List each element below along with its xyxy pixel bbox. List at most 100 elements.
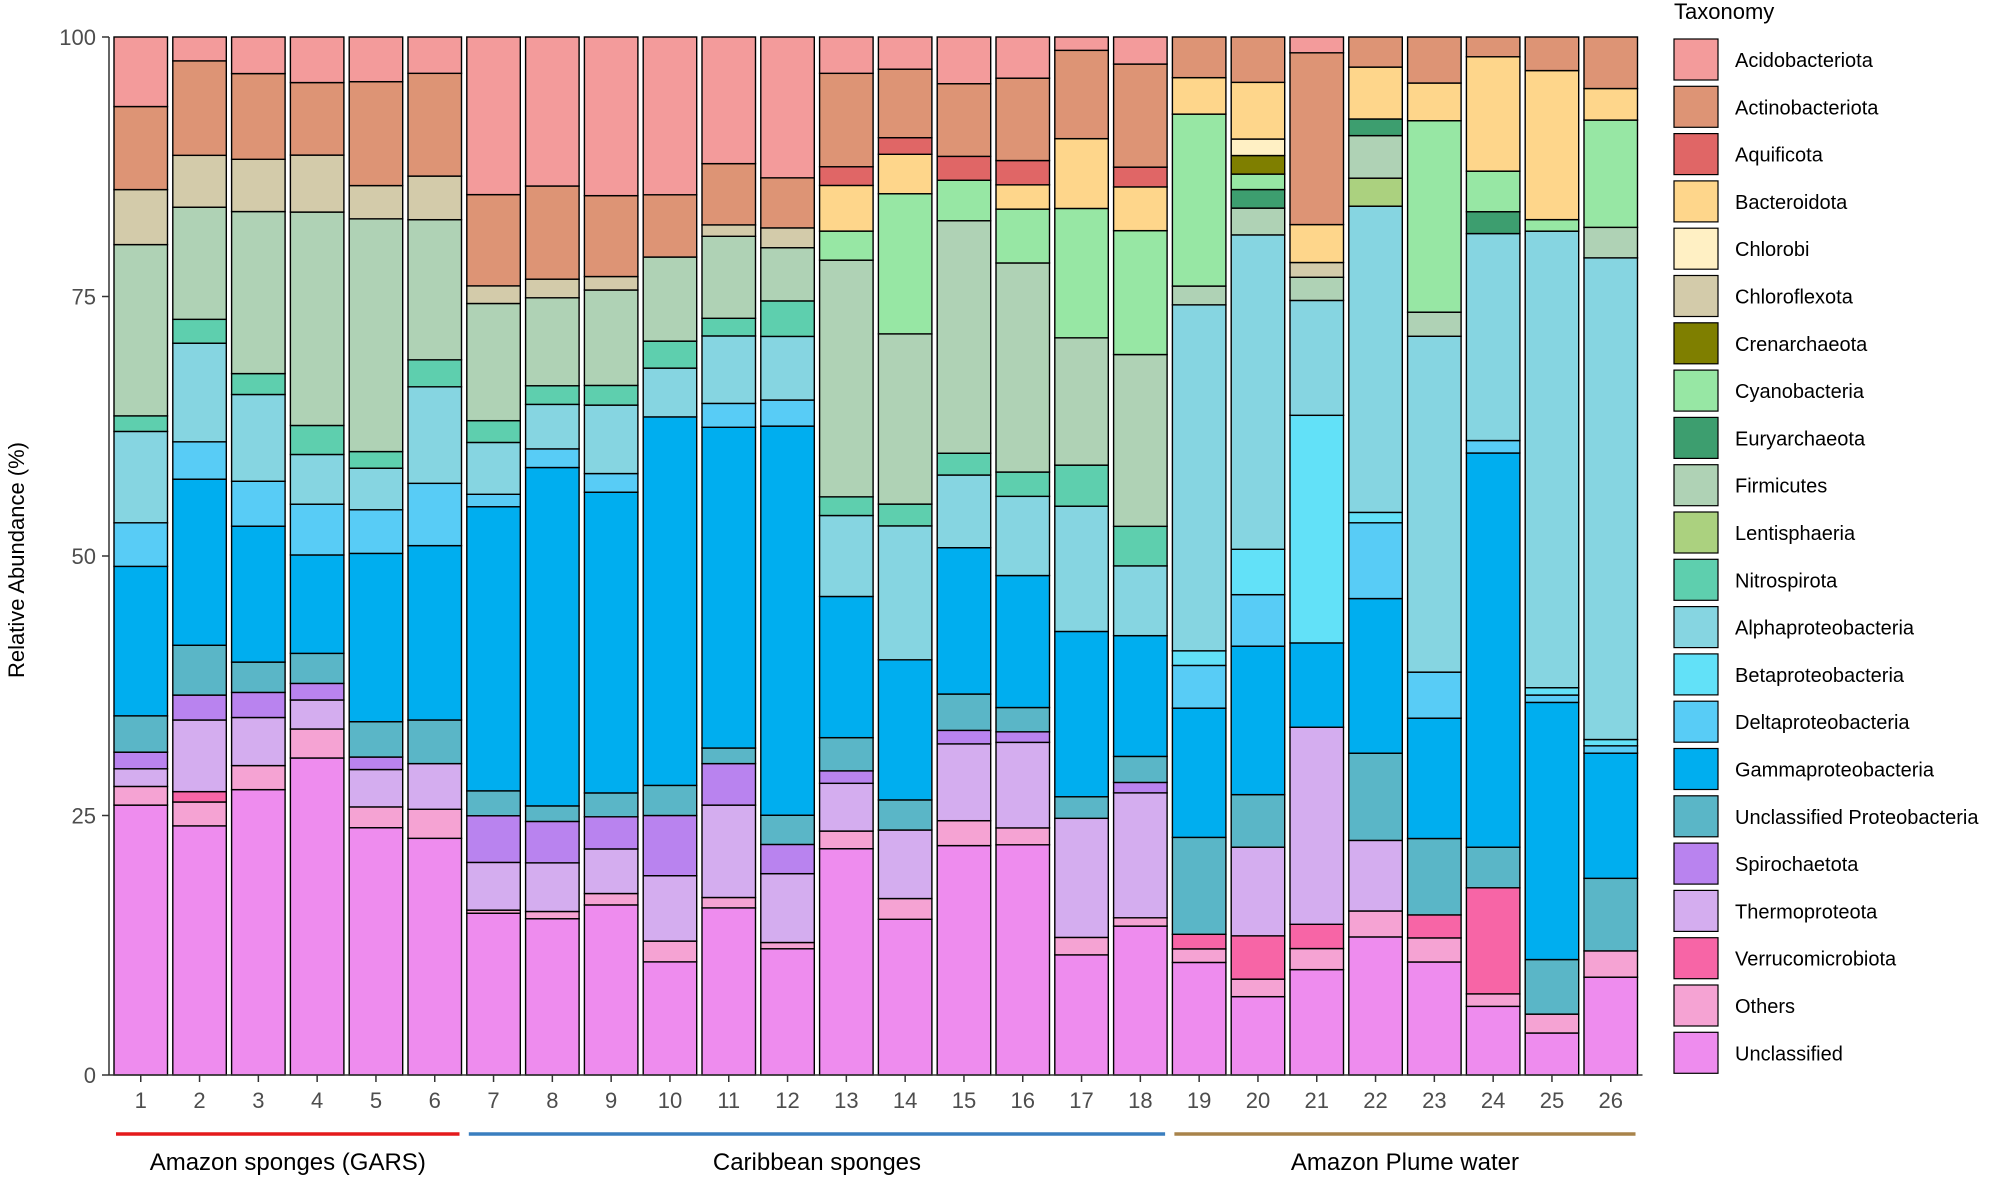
bar-segment-nitrospirota [1054, 464, 1110, 507]
bar-segment-thermoproteota [1054, 817, 1110, 939]
bar-segment-unclassified [995, 844, 1051, 1076]
bar-segment-nitrospirota [289, 424, 345, 456]
bar-segment-chloroflexota [1289, 261, 1345, 278]
bar-segment-thermoproteota [407, 762, 463, 810]
bar-segment-cyanobacteria [1524, 218, 1580, 232]
x-tick-label: 5 [370, 1088, 382, 1113]
bar-segment-cyanobacteria [1583, 119, 1639, 229]
bar-segment-others [1406, 937, 1462, 963]
bar-stack-18 [1112, 36, 1168, 1076]
bar-segment-firmicutes [113, 243, 169, 417]
x-tick-label: 23 [1422, 1088, 1446, 1113]
bar-segment-actinobacteriota [289, 81, 345, 156]
bar-segment-unclassified [936, 844, 992, 1076]
bar-segment-thermoproteota [289, 699, 345, 730]
bar-stack-6 [407, 36, 463, 1076]
bar-segment-actinobacteriota [701, 162, 757, 226]
bar-segment-alphaproteobacteria [1289, 299, 1345, 417]
bar-segment-thermoproteota [818, 782, 874, 832]
legend-label: Gammaproteobacteria [1735, 760, 1935, 782]
bar-segment-gammaproteobacteria [583, 491, 639, 794]
x-tick-label: 8 [546, 1088, 558, 1113]
legend-item-euryarchaeota: Euryarchaeota [1673, 416, 1866, 459]
bar-segment-deltaproteobacteria [1348, 522, 1404, 600]
bar-segment-gammaproteobacteria [1289, 642, 1345, 728]
bar-segment-unclassified-proteobacteria [172, 644, 228, 696]
bar-segment-gammaproteobacteria [407, 544, 463, 721]
bar-segment-actinobacteriota [1348, 36, 1404, 68]
x-tick-label: 21 [1305, 1088, 1329, 1113]
bar-segment-nitrospirota [995, 471, 1051, 498]
bar-segment-deltaproteobacteria [583, 472, 639, 493]
bar-segment-unclassified [818, 848, 874, 1076]
bar-segment-nitrospirota [524, 385, 580, 406]
bar-segment-deltaproteobacteria [1524, 694, 1580, 704]
bar-segment-others [1583, 950, 1639, 978]
bar-segment-firmicutes [760, 247, 815, 302]
bar-segment-nitrospirota [642, 340, 698, 369]
bar-segment-others [583, 892, 639, 906]
bars-layer [113, 36, 1639, 1076]
sample-group: Amazon Plume water [1174, 1132, 1636, 1176]
bar-segment-gammaproteobacteria [230, 525, 286, 663]
bar-segment-acidobacteriota [289, 36, 345, 84]
bar-segment-bacteroidota [1289, 223, 1345, 264]
x-tick-label: 12 [775, 1088, 799, 1113]
legend-item-chloroflexota: Chloroflexota [1673, 274, 1854, 318]
bar-segment-alphaproteobacteria [407, 386, 463, 485]
bar-segment-firmicutes [1230, 207, 1286, 236]
bar-segment-firmicutes [172, 206, 228, 321]
bar-segment-unclassified [1171, 961, 1227, 1076]
x-axis: 1 2 3 4 5 6 7 8 9 10 11 12 13 14 15 16 17 18 19 20 21 22 23 24 2… [109, 1074, 1643, 1113]
bar-segment-acidobacteriota [1289, 36, 1345, 54]
bar-segment-alphaproteobacteria [113, 430, 169, 524]
bar-segment-bacteroidota [1406, 82, 1462, 122]
bar-segment-gammaproteobacteria [1054, 630, 1110, 798]
bar-segment-actinobacteriota [348, 80, 404, 187]
bar-segment-deltaproteobacteria [1230, 593, 1286, 647]
sample-group: Caribbean sponges [468, 1132, 1166, 1176]
bar-segment-unclassified-proteobacteria [1054, 796, 1110, 820]
bar-segment-chloroflexota [583, 275, 639, 291]
legend-item-verrucomicrobiota: Verrucomicrobiota [1673, 937, 1897, 980]
legend-swatch [1673, 984, 1719, 1027]
bar-segment-actinobacteriota [172, 60, 228, 157]
y-axis-label: Relative Abundance (%) [4, 442, 29, 678]
bar-segment-actinobacteriota [407, 72, 463, 177]
bar-segment-deltaproteobacteria [1406, 671, 1462, 719]
bar-segment-firmicutes [1112, 353, 1168, 528]
x-tick-label: 17 [1069, 1088, 1093, 1113]
bar-segment-unclassified [1289, 968, 1345, 1076]
bar-stack-9 [583, 36, 639, 1076]
legend-item-deltaproteobacteria: Deltaproteobacteria [1673, 700, 1910, 743]
bar-segment-alphaproteobacteria [348, 467, 404, 511]
bar-segment-chloroflexota [407, 175, 463, 221]
bar-segment-alphaproteobacteria [760, 335, 815, 401]
legend-swatch [1673, 653, 1719, 696]
group-label: Amazon sponges (GARS) [150, 1149, 426, 1176]
bar-segment-betaproteobacteria [1524, 687, 1580, 696]
bar-segment-unclassified [524, 918, 580, 1076]
bar-segment-cyanobacteria [1112, 229, 1168, 356]
legend-item-thermoproteota: Thermoproteota [1673, 889, 1878, 933]
legend-item-aquificota: Aquificota [1673, 133, 1824, 176]
bar-segment-unclassified [172, 825, 228, 1076]
bar-segment-unclassified [1524, 1032, 1580, 1076]
bar-segment-lentisphaeria [1348, 177, 1404, 207]
legend-swatch [1673, 1031, 1719, 1074]
bar-segment-actinobacteriota [877, 68, 933, 139]
bar-segment-nitrospirota [701, 317, 757, 337]
legend-label: Lentisphaeria [1735, 523, 1856, 545]
bar-segment-alphaproteobacteria [230, 393, 286, 482]
bar-segment-thermoproteota [701, 804, 757, 899]
bar-segment-nitrospirota [113, 415, 169, 433]
y-tick-label: 100 [59, 25, 96, 50]
bar-segment-thermoproteota [524, 862, 580, 913]
legend-label: Cyanobacteria [1735, 381, 1865, 403]
bar-segment-thermoproteota [642, 875, 698, 942]
bar-segment-thermoproteota [172, 719, 228, 793]
bar-segment-deltaproteobacteria [113, 522, 169, 568]
bar-segment-gammaproteobacteria [289, 554, 345, 655]
bar-segment-deltaproteobacteria [1465, 439, 1521, 454]
legend-item-others: Others [1673, 984, 1795, 1027]
